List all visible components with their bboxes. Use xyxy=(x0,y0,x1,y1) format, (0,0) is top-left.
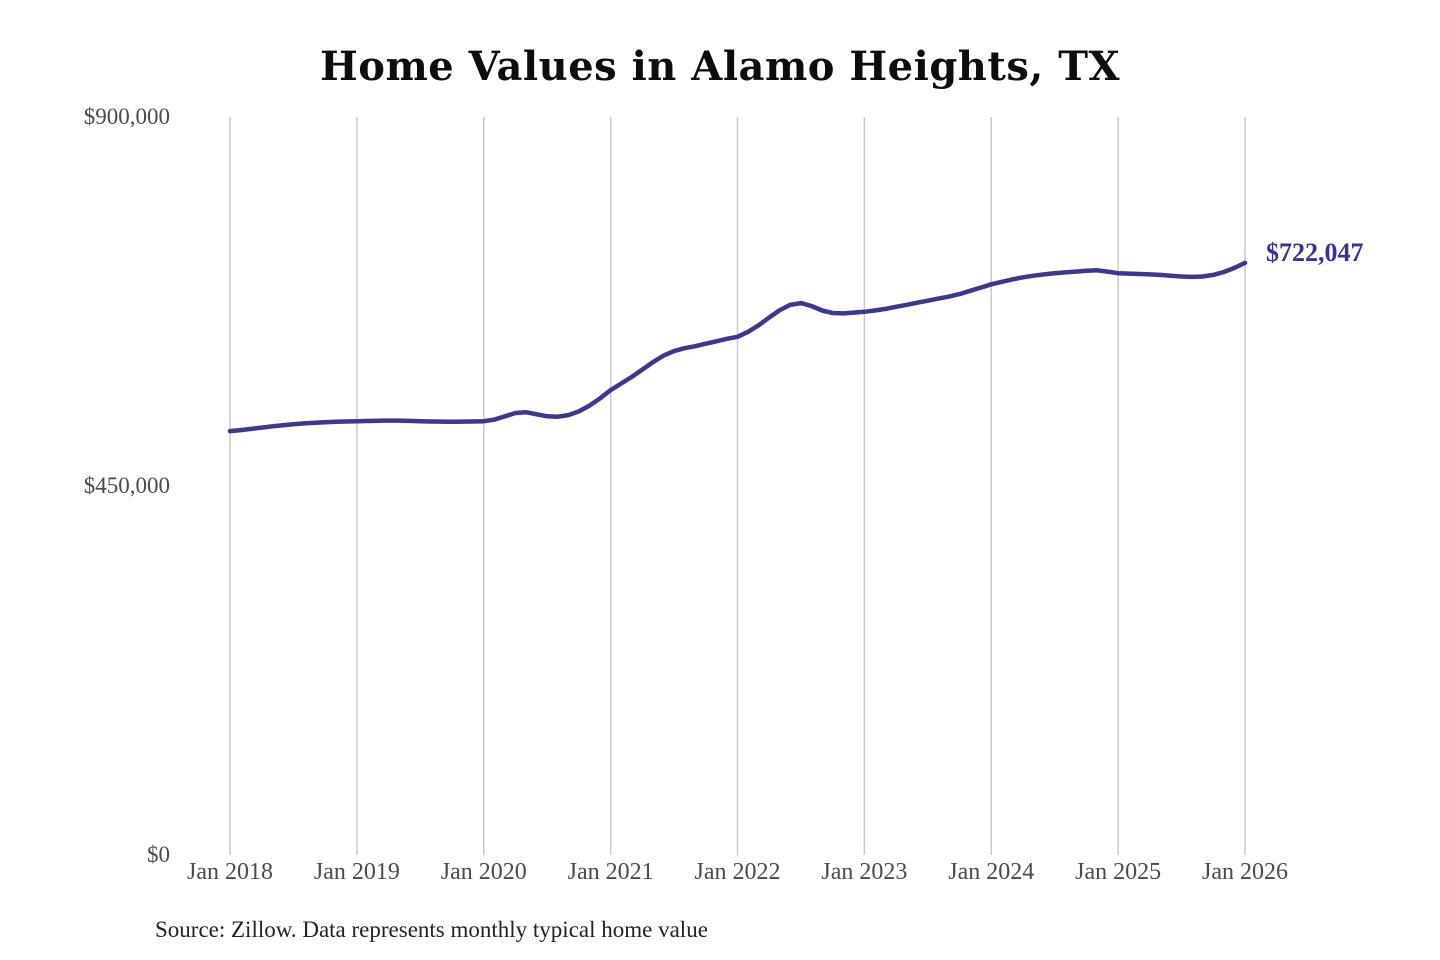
y-tick-label: $0 xyxy=(147,842,170,867)
source-note: Source: Zillow. Data represents monthly … xyxy=(155,917,708,942)
x-tick-label: Jan 2022 xyxy=(694,859,781,885)
end-value-label: $722,047 xyxy=(1266,238,1364,267)
x-tick-label: Jan 2024 xyxy=(948,859,1035,885)
x-tick-label: Jan 2018 xyxy=(187,859,273,885)
x-tick-label: Jan 2026 xyxy=(1202,859,1288,885)
x-tick-label: Jan 2021 xyxy=(567,859,654,885)
y-tick-label: $900,000 xyxy=(83,104,170,129)
x-tick-label: Jan 2025 xyxy=(1075,859,1162,885)
y-tick-label: $450,000 xyxy=(83,473,170,498)
x-tick-label: Jan 2019 xyxy=(313,859,400,885)
home-value-line xyxy=(227,260,1248,434)
chart-title: Home Values in Alamo Heights, TX xyxy=(319,43,1121,90)
x-tick-label: Jan 2023 xyxy=(821,859,908,885)
x-tick-label: Jan 2020 xyxy=(440,859,527,885)
gridlines xyxy=(229,117,1246,855)
